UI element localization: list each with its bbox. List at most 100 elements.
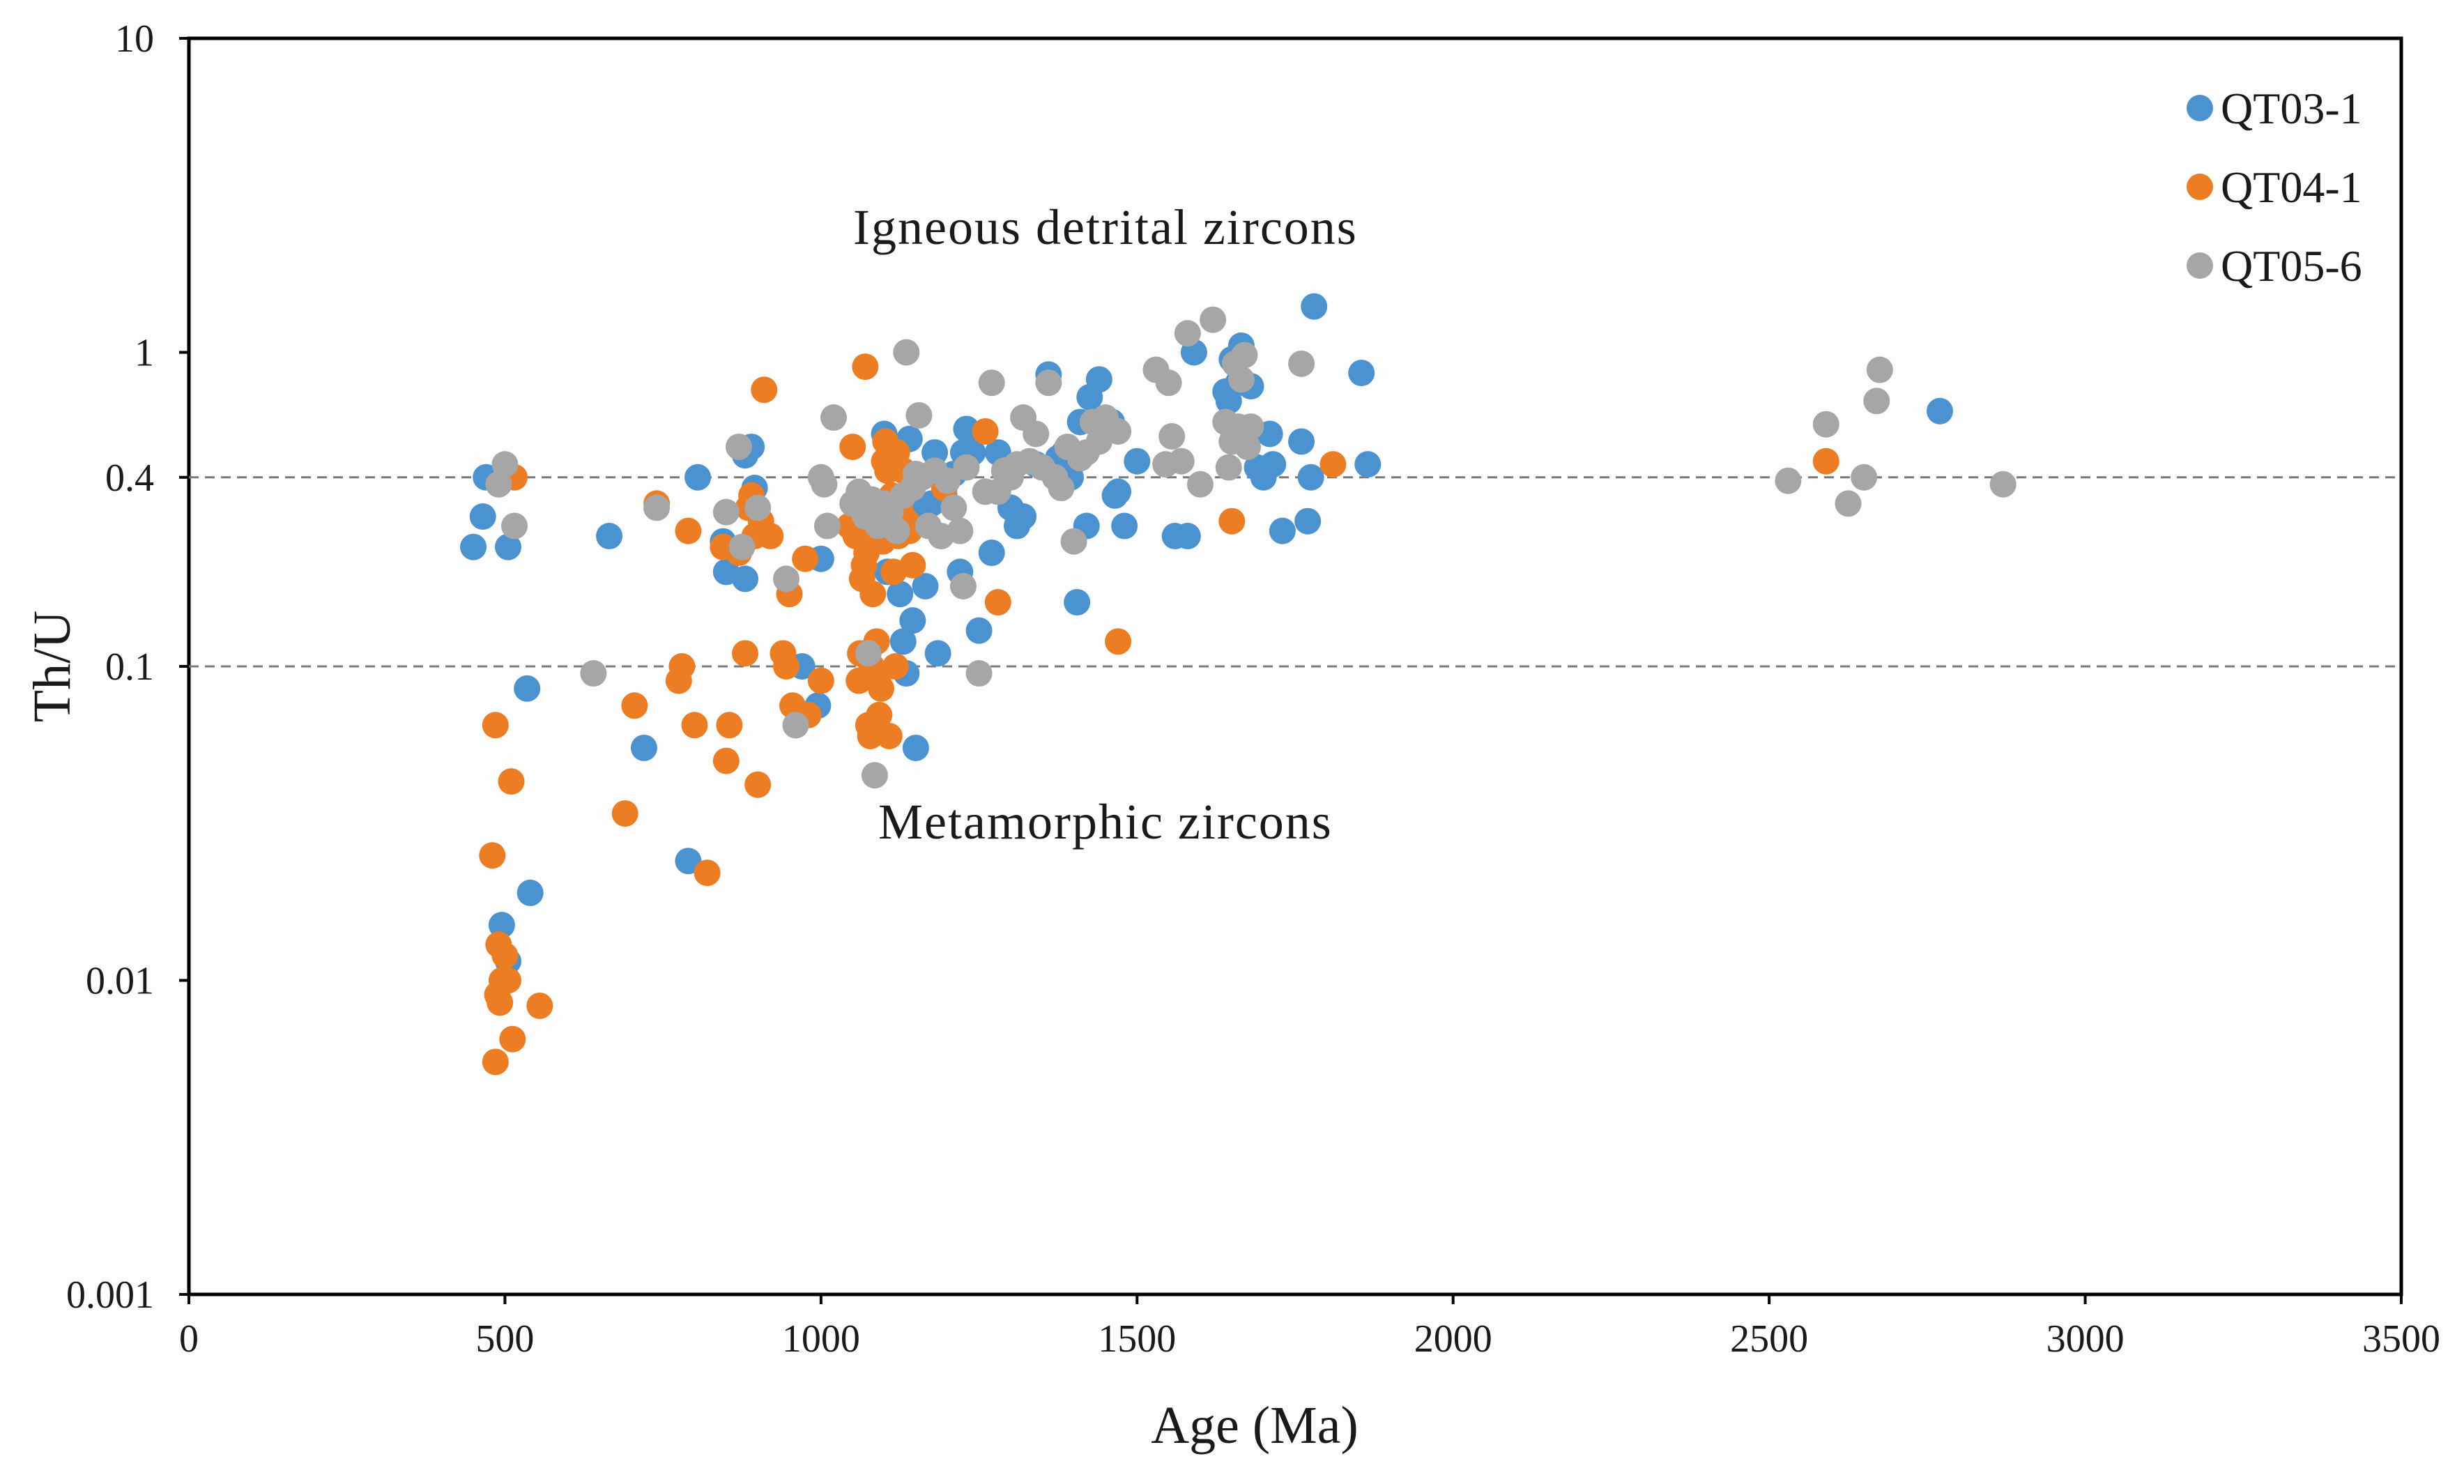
data-point	[1288, 428, 1315, 455]
data-point	[1319, 451, 1347, 478]
data-point	[857, 722, 884, 749]
data-point	[792, 545, 819, 572]
y-tick-label: 10	[115, 17, 154, 61]
data-point	[953, 454, 980, 481]
data-point	[494, 533, 521, 560]
x-tick-label: 2500	[1730, 1317, 1808, 1361]
data-point	[596, 523, 623, 550]
data-point	[947, 517, 974, 544]
data-point	[1215, 454, 1242, 481]
data-point	[965, 617, 993, 644]
x-axis-title: Age (Ma)	[1151, 1396, 1359, 1455]
data-point	[479, 842, 506, 869]
data-point	[580, 660, 607, 687]
data-point	[482, 712, 509, 739]
data-point	[1105, 418, 1132, 445]
data-point	[1812, 448, 1839, 475]
data-point	[1155, 369, 1182, 397]
legend-label: QT03-1	[2221, 84, 2362, 133]
data-point	[1866, 356, 1893, 383]
data-point	[1105, 628, 1132, 655]
data-point	[772, 565, 799, 592]
data-point	[1294, 507, 1322, 535]
data-point	[499, 1025, 526, 1053]
data-point	[621, 692, 648, 719]
data-point	[1035, 369, 1062, 397]
y-tick-label: 1	[135, 332, 154, 375]
data-point	[811, 471, 838, 498]
data-point	[1124, 448, 1151, 475]
data-point	[899, 607, 926, 634]
data-point	[732, 640, 759, 667]
series-QT05-6	[485, 306, 2017, 789]
y-tick-label: 0.4	[105, 457, 154, 500]
data-point	[712, 747, 740, 774]
data-point	[1048, 475, 1075, 502]
data-point	[978, 540, 1005, 567]
legend-marker	[2187, 252, 2213, 279]
data-point	[782, 712, 809, 739]
data-point	[905, 401, 933, 429]
legend-label: QT04-1	[2221, 162, 2362, 212]
data-point	[1812, 411, 1839, 438]
x-tick-label: 3500	[2362, 1317, 2440, 1361]
x-tick-label: 2000	[1414, 1317, 1492, 1361]
data-point	[921, 439, 949, 466]
data-point	[611, 800, 638, 827]
y-tick-label: 0.001	[66, 1273, 154, 1317]
data-point	[501, 512, 528, 540]
legend-marker	[2187, 174, 2213, 200]
data-point	[725, 434, 752, 461]
data-point	[757, 523, 784, 550]
data-point	[978, 369, 1005, 397]
data-point	[1260, 451, 1287, 478]
data-point	[855, 640, 882, 667]
data-point	[681, 712, 708, 739]
x-tick-label: 1500	[1098, 1317, 1176, 1361]
data-point	[889, 628, 917, 655]
data-point	[1168, 448, 1195, 475]
data-point	[488, 912, 515, 939]
legend: QT03-1 QT04-1 QT05-6	[2187, 84, 2362, 291]
igneous-region-label: Igneous detrital zircons	[853, 199, 1358, 255]
data-point	[460, 533, 487, 560]
data-point	[807, 667, 834, 694]
x-tick-label: 500	[475, 1317, 534, 1361]
data-point	[887, 581, 914, 608]
data-point	[1231, 342, 1258, 369]
data-point	[744, 494, 772, 521]
data-point	[1288, 350, 1315, 377]
data-point	[949, 572, 977, 599]
data-point	[868, 675, 895, 702]
data-point	[491, 942, 519, 969]
data-point	[1064, 589, 1091, 616]
data-point	[1158, 423, 1186, 450]
data-point	[924, 640, 951, 667]
data-point	[984, 589, 1011, 616]
data-point	[751, 376, 778, 404]
data-point	[716, 712, 743, 739]
data-point	[1060, 528, 1087, 555]
data-point	[883, 517, 910, 544]
data-point	[498, 768, 525, 795]
x-tick-label: 3000	[2046, 1317, 2125, 1361]
data-point	[1105, 478, 1132, 505]
data-point	[902, 734, 929, 761]
data-point	[820, 404, 847, 431]
y-axis-title: Th/U	[23, 611, 82, 722]
data-point	[1269, 517, 1296, 544]
data-point	[526, 992, 553, 1019]
data-point	[899, 551, 926, 579]
data-point	[744, 771, 772, 798]
data-point	[839, 434, 866, 461]
data-point	[859, 581, 887, 608]
data-point	[1023, 420, 1050, 448]
data-point	[1200, 306, 1227, 333]
data-point	[965, 660, 993, 687]
data-point	[482, 1048, 509, 1076]
data-point	[516, 879, 544, 906]
data-point	[1227, 366, 1255, 393]
data-point	[1775, 467, 1802, 494]
data-point	[940, 494, 967, 521]
